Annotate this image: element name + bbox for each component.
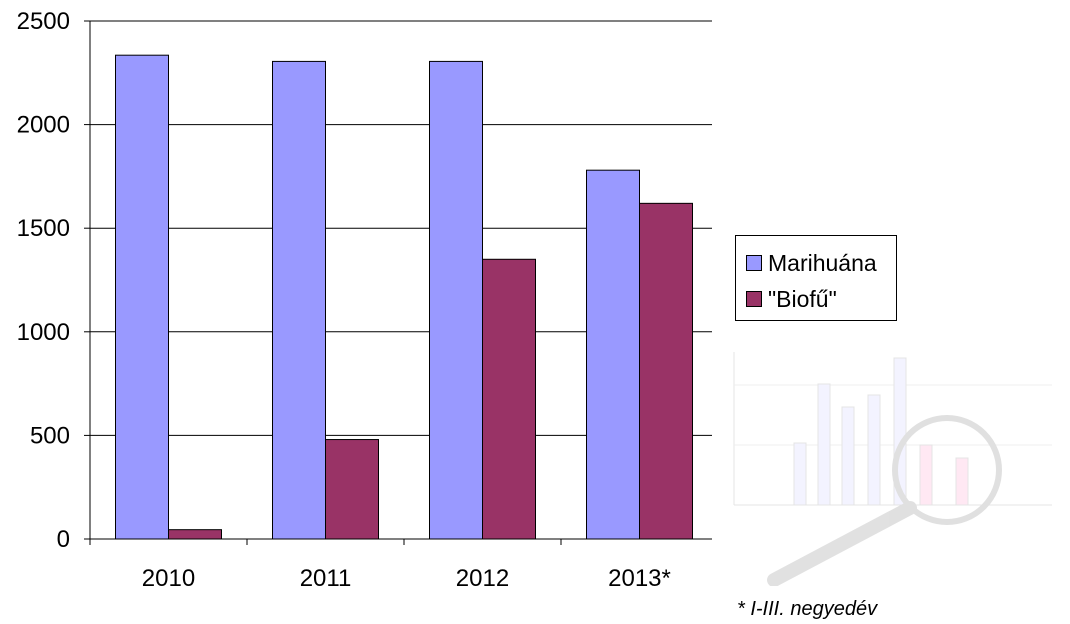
legend-swatch-marihuana [746, 255, 762, 271]
x-tick-label: 2012 [456, 565, 509, 592]
bar-biofu-2011 [325, 439, 379, 540]
legend-item-marihuana: Marihuána [746, 248, 877, 278]
watermark-chart-magnifier-image [733, 352, 1052, 586]
x-tick-label: 2013* [608, 565, 671, 592]
y-tick-label: 2000 [17, 112, 70, 139]
legend-swatch-biofu [746, 291, 762, 307]
bars [115, 54, 693, 540]
y-tick-label: 2500 [17, 8, 70, 35]
y-tick-label: 500 [30, 422, 70, 449]
axes [89, 21, 712, 545]
y-tick-label: 0 [57, 526, 70, 553]
legend-item-biofu: "Biofű" [746, 284, 837, 314]
legend-label-marihuana: Marihuána [768, 249, 877, 276]
bar-marihuana-2010 [115, 54, 169, 540]
x-tick-label: 2010 [142, 565, 195, 592]
bar-marihuana-2012 [429, 60, 483, 540]
x-tick-labels: 2010 2011 2012 2013* [142, 565, 671, 592]
x-tick-label: 2011 [300, 565, 352, 592]
bar-biofu-2013 [639, 202, 693, 540]
bar-marihuana-2011 [272, 60, 326, 540]
y-tick-label: 1000 [17, 319, 70, 346]
bar-chart: 0 500 1000 1500 2000 2500 2010 2011 2012 2013* [17, 8, 712, 592]
bar-marihuana-2013 [586, 169, 640, 540]
legend-label-biofu: "Biofű" [768, 285, 837, 312]
bar-biofu-2012 [482, 258, 536, 540]
footnote: * I-III. negyedév [737, 598, 878, 620]
y-tick-labels: 0 500 1000 1500 2000 2500 [17, 8, 70, 553]
legend: Marihuána "Biofű" [735, 235, 897, 321]
y-tick-label: 1500 [17, 215, 70, 242]
bar-biofu-2010 [168, 529, 222, 540]
